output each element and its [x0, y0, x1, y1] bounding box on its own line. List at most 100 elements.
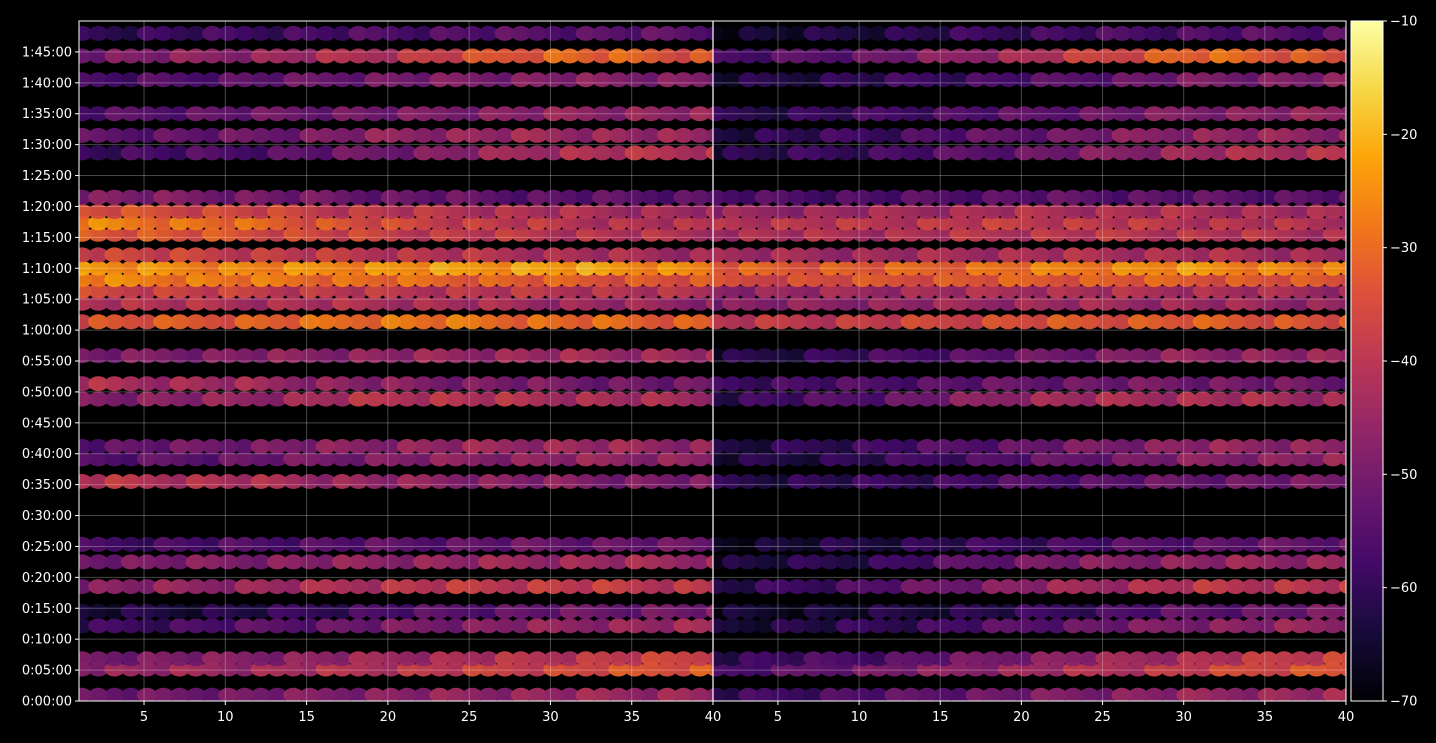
heatmap-cell: [868, 226, 889, 242]
heatmap-cell: [770, 451, 792, 467]
heatmap-cell: [1111, 260, 1132, 276]
heatmap-cell: [429, 283, 450, 299]
heatmap-cell: [1322, 376, 1343, 392]
heatmap-cell: [1192, 391, 1213, 407]
heatmap-cell: [819, 603, 840, 619]
heatmap-cell: [1192, 215, 1213, 231]
heatmap-cell: [1063, 661, 1084, 677]
heatmap-cell: [608, 554, 629, 570]
heatmap-cell: [884, 72, 905, 88]
heatmap-cell: [1079, 127, 1100, 143]
heatmap-cell: [1257, 474, 1278, 489]
heatmap-cell: [1079, 554, 1100, 570]
heatmap-cell: [380, 145, 401, 161]
heatmap-cell: [1241, 536, 1262, 552]
heatmap-cell: [185, 579, 206, 595]
heatmap-cell: [267, 554, 288, 570]
heatmap-cell: [998, 283, 1019, 299]
heatmap-cell: [1338, 618, 1346, 633]
heatmap-cell: [835, 618, 856, 634]
heatmap-cell: [949, 215, 970, 231]
heatmap-cell: [933, 145, 954, 161]
x-tick-label: 30: [542, 710, 559, 725]
heatmap-cell: [202, 603, 223, 619]
heatmap-cell: [608, 687, 629, 701]
heatmap-cell: [104, 48, 125, 64]
heatmap-cell: [413, 247, 434, 263]
heatmap-cell: [803, 189, 824, 205]
heatmap-cell: [1176, 376, 1197, 392]
y-tick-label: 0:15:00: [22, 602, 72, 617]
heatmap-cell: [1160, 145, 1181, 161]
heatmap-cell: [120, 687, 141, 701]
heatmap-cell: [713, 295, 727, 311]
heatmap-cell: [1225, 25, 1246, 41]
heatmap-cell: [527, 295, 548, 311]
heatmap-cell: [462, 651, 483, 667]
heatmap-cell: [965, 579, 986, 595]
heatmap-cell: [299, 554, 320, 570]
heatmap-cell: [332, 272, 353, 288]
heatmap-cell: [120, 603, 141, 619]
heatmap-cell: [478, 439, 499, 454]
heatmap-cell: [1160, 272, 1181, 288]
heatmap-cell: [478, 226, 499, 242]
heatmap-cell: [1095, 579, 1116, 595]
heatmap-cell: [657, 687, 678, 701]
heatmap-cell: [1257, 283, 1278, 299]
heatmap-cell: [803, 204, 824, 220]
heatmap-cell: [120, 579, 141, 595]
heatmap-cell: [1241, 474, 1262, 489]
heatmap-cell: [218, 439, 239, 454]
heatmap-cell: [803, 247, 824, 263]
heatmap-cell: [299, 618, 320, 634]
heatmap-cell: [185, 226, 206, 242]
heatmap-cell: [657, 376, 678, 392]
heatmap-cell: [916, 260, 938, 276]
heatmap-cell: [900, 272, 921, 288]
heatmap-cell: [445, 226, 466, 242]
heatmap-cell: [608, 283, 629, 299]
heatmap-cell: [640, 314, 662, 330]
heatmap-cell: [981, 145, 1003, 161]
heatmap-cell: [218, 48, 239, 64]
heatmap-cell: [1046, 554, 1067, 570]
heatmap-cell: [120, 439, 141, 454]
heatmap-cell: [234, 48, 255, 64]
heatmap-cell: [1046, 439, 1067, 454]
heatmap-cell: [1144, 72, 1165, 88]
heatmap-cell: [624, 25, 645, 41]
heatmap-cell: [120, 189, 141, 205]
colorbar-tick-label: −40: [1390, 355, 1417, 370]
heatmap-cell: [722, 106, 743, 122]
heatmap-cell: [348, 618, 369, 634]
heatmap-cell: [445, 536, 466, 552]
heatmap-cell: [185, 272, 206, 288]
heatmap-cell: [1225, 145, 1246, 161]
heatmap-cell: [559, 314, 580, 330]
heatmap-cell: [754, 376, 775, 392]
heatmap-cell: [1111, 661, 1132, 677]
heatmap-cell: [79, 127, 93, 143]
heatmap-cell: [722, 72, 743, 88]
heatmap-cell: [1274, 295, 1295, 311]
heatmap-cell: [250, 272, 271, 288]
heatmap-cell: [1030, 651, 1051, 667]
heatmap-cell: [1176, 215, 1197, 231]
heatmap-cell: [713, 283, 727, 299]
heatmap-cell: [852, 618, 873, 634]
heatmap-cell: [819, 376, 840, 392]
heatmap-cell: [510, 579, 531, 595]
heatmap-cell: [868, 215, 889, 231]
heatmap-cell: [1322, 314, 1343, 330]
heatmap-cell: [315, 391, 336, 407]
heatmap-cell: [510, 204, 531, 220]
heatmap-cell: [185, 554, 206, 570]
heatmap-cell: [689, 226, 710, 242]
heatmap-cell: [348, 204, 369, 220]
heatmap-cell: [1079, 189, 1100, 205]
heatmap-cell: [397, 272, 418, 288]
heatmap-cell: [104, 260, 125, 276]
heatmap-cell: [348, 215, 369, 231]
heatmap-cell: [965, 376, 986, 392]
